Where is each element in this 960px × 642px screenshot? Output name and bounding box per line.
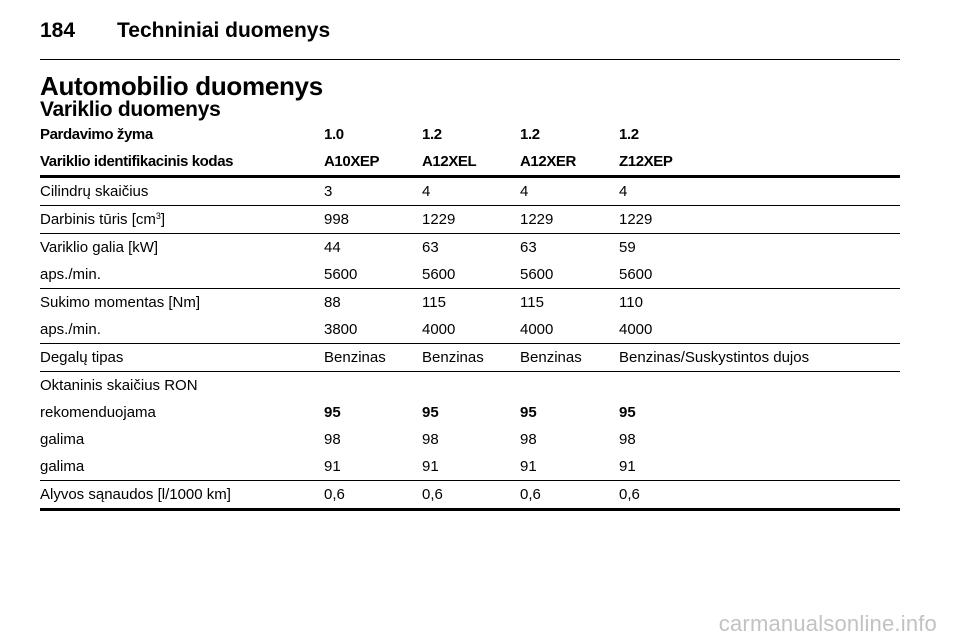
torque-row: Sukimo momentas [Nm] 88 115 115 110	[40, 289, 900, 317]
table-cell: 4000	[520, 316, 619, 344]
row-label: aps./min.	[40, 316, 324, 344]
row-label: rekomenduojama	[40, 404, 156, 421]
power-rpm-row: aps./min. 5600 5600 5600 5600	[40, 261, 900, 289]
row-label: Alyvos sąnaudos [l/1000 km]	[40, 480, 324, 511]
octane-possible-row: galima 91 91 91 91	[40, 453, 900, 481]
row-label: Oktaninis skaičius RON	[40, 377, 198, 394]
table-cell: 0,6	[520, 480, 619, 511]
torque-rpm-row: aps./min. 3800 4000 4000 4000	[40, 316, 900, 344]
row-label: Sukimo momentas [Nm]	[40, 294, 201, 311]
table-cell: 1229	[520, 205, 619, 234]
table-cell	[619, 372, 900, 400]
table-cell: 1229	[619, 205, 900, 234]
table-cell: A10XEP	[324, 148, 422, 178]
table-cell: 98	[619, 431, 636, 448]
table-cell: 63	[520, 239, 537, 256]
table-cell: 95	[324, 404, 341, 421]
table-cell	[422, 372, 520, 400]
displacement-row: Darbinis tūris [cm3] 998 1229 1229 1229	[40, 205, 900, 234]
table-cell: 5600	[324, 261, 422, 289]
table-cell: 1.0	[324, 126, 344, 143]
table-cell: 4	[520, 176, 619, 206]
chapter-title: Techniniai duomenys	[117, 19, 331, 42]
table-cell: 88	[324, 294, 341, 311]
row-label: Cilindrų skaičius	[40, 176, 324, 206]
table-cell: A12XEL	[422, 148, 520, 178]
row-label: Variklio identifikacinis kodas	[40, 148, 324, 178]
engine-code-row: Variklio identifikacinis kodas A10XEP A1…	[40, 148, 900, 178]
row-label: Pardavimo žyma	[40, 126, 153, 143]
octane-label-row: Oktaninis skaičius RON	[40, 372, 900, 400]
table-cell: 0,6	[422, 480, 520, 511]
superscript: 3	[155, 211, 161, 221]
fuel-type-row: Degalų tipas Benzinas Benzinas Benzinas …	[40, 343, 900, 372]
table-cell: Benzinas/Suskystintos dujos	[619, 343, 900, 372]
table-cell: 1229	[422, 205, 520, 234]
table-cell: 5600	[422, 261, 520, 289]
table-cell: 4000	[619, 316, 900, 344]
table-cell: 63	[422, 239, 439, 256]
table-cell: 91	[619, 453, 900, 481]
table-cell: 998	[324, 205, 422, 234]
table-cell: 91	[422, 453, 520, 481]
octane-recommended-row: rekomenduojama 95 95 95 95	[40, 399, 900, 426]
table-cell: 3	[324, 176, 422, 206]
table-cell: 95	[520, 404, 537, 421]
label-text: Darbinis tūris [cm	[40, 211, 156, 228]
row-label: Degalų tipas	[40, 343, 324, 372]
table-cell: Benzinas	[422, 343, 520, 372]
table-cell: 115	[520, 294, 544, 311]
subsection-title: Variklio duomenys	[40, 98, 221, 121]
table-cell: 91	[520, 453, 619, 481]
table-cell: 98	[422, 431, 439, 448]
table-cell: 1.2	[520, 126, 540, 143]
table-cell: 0,6	[324, 480, 422, 511]
table-cell: 59	[619, 239, 636, 256]
sales-designation-row: Pardavimo žyma 1.0 1.2 1.2 1.2	[40, 121, 900, 148]
table-cell: Z12XEP	[619, 148, 900, 178]
table-cell: 0,6	[619, 480, 900, 511]
table-cell: 4	[619, 176, 900, 206]
table-cell: 115	[422, 294, 446, 311]
section-title: Automobilio duomenys	[40, 71, 323, 101]
row-label: galima	[40, 431, 85, 448]
table-cell: Benzinas	[324, 343, 422, 372]
table-cell: A12XER	[520, 148, 619, 178]
watermark: carmanualsonline.info	[718, 611, 937, 636]
oil-consumption-row: Alyvos sąnaudos [l/1000 km] 0,6 0,6 0,6 …	[40, 480, 900, 511]
table-cell: 1.2	[422, 126, 442, 143]
table-cell: 4	[422, 176, 520, 206]
table-cell: 95	[422, 404, 439, 421]
table-cell: 98	[324, 431, 341, 448]
page-number: 184	[40, 19, 76, 42]
label-suffix: ]	[160, 211, 166, 228]
table-cell: Benzinas	[520, 343, 619, 372]
page-header: 184 Techniniai duomenys	[40, 19, 900, 60]
table-cell: 91	[324, 453, 422, 481]
row-label: aps./min.	[40, 261, 324, 289]
row-label: Darbinis tūris [cm3]	[40, 205, 324, 234]
table-cell: 4000	[422, 316, 520, 344]
power-row: Variklio galia [kW] 44 63 63 59	[40, 234, 900, 262]
table-cell: 5600	[520, 261, 619, 289]
table-cell: 110	[619, 294, 643, 311]
table-cell	[520, 372, 619, 400]
row-label: Variklio galia [kW]	[40, 239, 159, 256]
table-cell: 44	[324, 239, 341, 256]
table-cell: 98	[520, 431, 537, 448]
engine-data-table: Pardavimo žyma 1.0 1.2 1.2 1.2 Variklio …	[40, 121, 900, 511]
cylinders-row: Cilindrų skaičius 3 4 4 4	[40, 176, 900, 206]
table-cell: 95	[619, 404, 636, 421]
octane-possible-row: galima 98 98 98 98	[40, 426, 900, 453]
table-cell: 5600	[619, 261, 900, 289]
table-cell: 3800	[324, 316, 422, 344]
table-cell: 1.2	[619, 126, 639, 143]
table-cell	[324, 372, 422, 400]
row-label: galima	[40, 453, 324, 481]
